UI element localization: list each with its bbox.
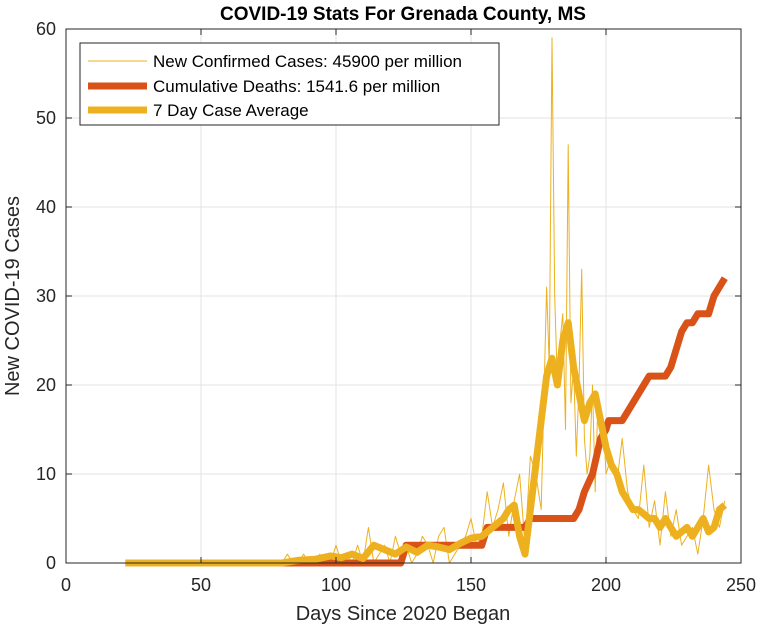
y-tick-label: 50 bbox=[36, 108, 56, 128]
chart-title: COVID-19 Stats For Grenada County, MS bbox=[220, 4, 586, 25]
legend-box bbox=[79, 42, 500, 126]
x-tick-label: 50 bbox=[191, 575, 211, 595]
legend-label-new-cases: New Confirmed Cases: 45900 per million bbox=[153, 52, 462, 71]
x-axis-label: Days Since 2020 Began bbox=[296, 603, 511, 625]
y-tick-label: 30 bbox=[36, 286, 56, 306]
y-tick-label: 60 bbox=[36, 19, 56, 39]
y-tick-label: 0 bbox=[46, 553, 56, 573]
x-tick-label: 0 bbox=[61, 575, 71, 595]
y-axis-label: New COVID-19 Cases bbox=[2, 196, 24, 396]
legend-label-7-day-average: 7 Day Case Average bbox=[153, 101, 309, 120]
legend: New Confirmed Cases: 45900 per million C… bbox=[79, 42, 500, 126]
y-tick-label: 10 bbox=[36, 464, 56, 484]
x-tick-label: 250 bbox=[726, 575, 756, 595]
x-tick-label: 200 bbox=[591, 575, 621, 595]
y-tick-label: 40 bbox=[36, 197, 56, 217]
series-lines bbox=[125, 37, 728, 567]
series-line-7-day-average bbox=[125, 319, 728, 567]
axis-ticks: 0 50 100 150 200 250 0 10 20 30 40 50 60 bbox=[36, 19, 756, 595]
x-tick-label: 150 bbox=[456, 575, 486, 595]
y-tick-label: 20 bbox=[36, 375, 56, 395]
x-tick-label: 100 bbox=[321, 575, 351, 595]
legend-label-cumulative-deaths: Cumulative Deaths: 1541.6 per million bbox=[153, 77, 440, 96]
